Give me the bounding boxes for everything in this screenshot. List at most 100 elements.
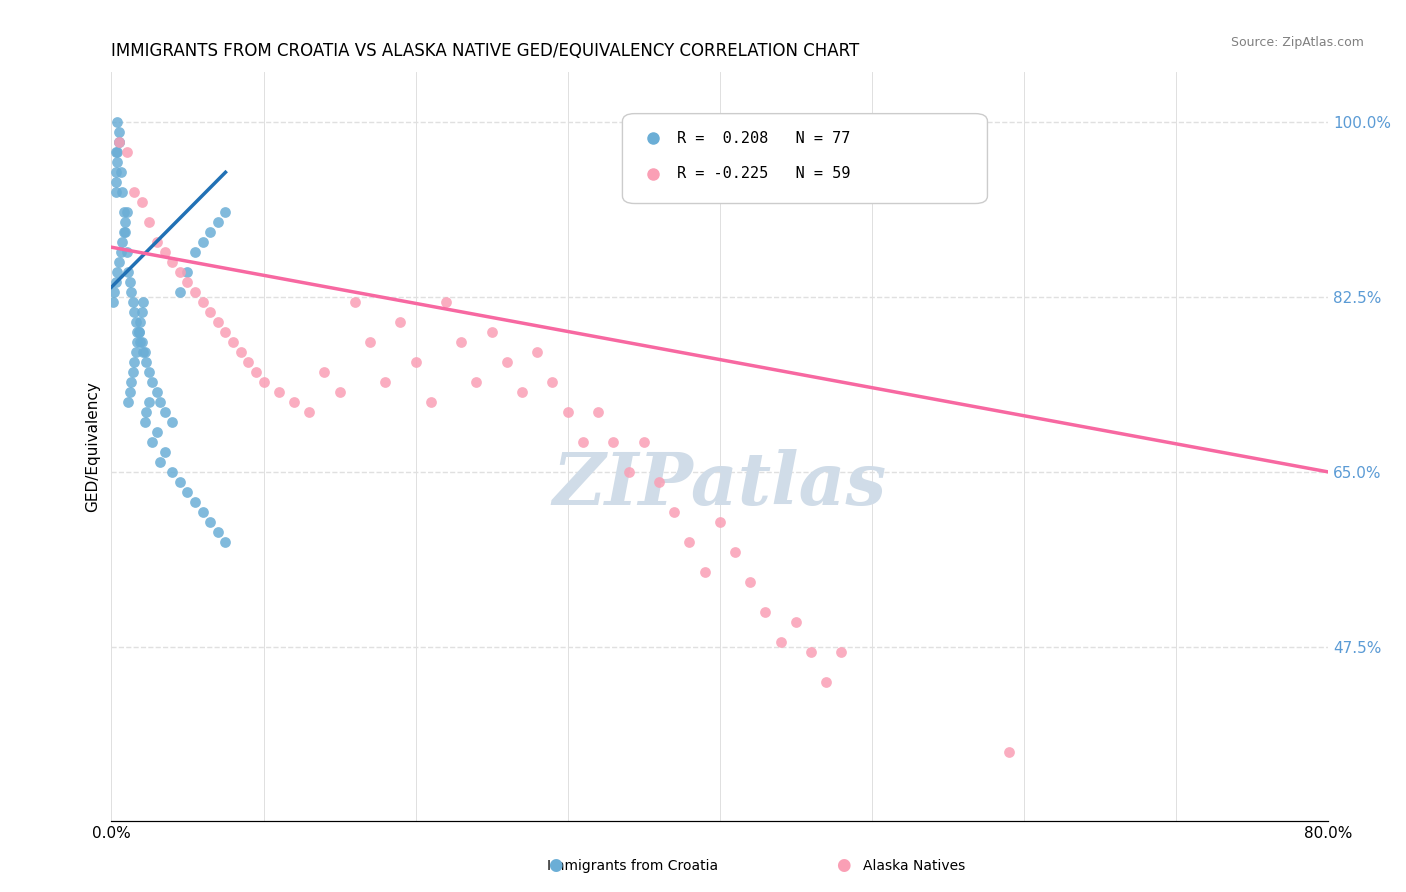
Point [132,295,155,310]
Point [617,465,640,479]
Point [214,205,236,219]
Point [245,365,267,379]
Point [135,405,157,419]
Point [207,315,229,329]
Point [108,136,131,150]
Point [149,455,172,469]
Point [176,265,198,279]
Point [785,615,807,629]
Point [146,235,169,250]
Point [107,115,129,129]
Point [662,505,685,519]
Point [138,365,160,379]
Point [200,225,222,239]
Point [138,395,160,409]
Point [120,285,142,300]
Point [724,545,747,559]
Text: R =  0.208   N = 77: R = 0.208 N = 77 [678,131,851,145]
Point [118,275,141,289]
Point [557,405,579,419]
Point [648,475,671,489]
Point [146,425,169,439]
Point [754,605,776,619]
Point [800,645,823,659]
Point [138,215,160,229]
Point [709,515,731,529]
Point [207,215,229,229]
Point [114,225,136,239]
Point [769,634,792,648]
Point [450,334,472,349]
Point [162,255,184,269]
Point [135,355,157,369]
Point [997,745,1019,759]
Point [121,365,143,379]
Point [586,405,609,419]
Point [104,165,127,179]
Point [238,355,260,369]
Point [115,145,138,160]
Text: ●: ● [548,855,562,873]
Point [283,395,305,409]
Point [740,574,762,589]
Point [214,534,236,549]
Point [117,395,139,409]
FancyBboxPatch shape [623,113,987,203]
Point [122,305,145,319]
Point [153,405,176,419]
Point [131,305,153,319]
Point [602,434,624,449]
Point [131,334,153,349]
Point [115,205,138,219]
Point [112,205,135,219]
Point [134,345,156,359]
Point [110,245,132,260]
Point [252,375,274,389]
Point [134,415,156,429]
Point [108,125,131,139]
Point [108,136,131,150]
Point [153,445,176,459]
Point [115,245,138,260]
Point [229,345,252,359]
Point [110,165,132,179]
Point [129,315,152,329]
Point [125,345,148,359]
Point [298,405,321,419]
Point [184,495,207,509]
Point [176,275,198,289]
Point [495,355,517,369]
Point [104,186,127,200]
Point [222,334,245,349]
Point [162,415,184,429]
Point [176,484,198,499]
Point [107,145,129,160]
Point [149,395,172,409]
Point [207,524,229,539]
Text: Immigrants from Croatia: Immigrants from Croatia [547,859,718,872]
Text: ●: ● [837,855,851,873]
Point [572,434,595,449]
Point [104,145,127,160]
Point [678,534,700,549]
Text: Alaska Natives: Alaska Natives [863,859,965,872]
Point [141,434,163,449]
Point [214,325,236,339]
Point [191,505,214,519]
Point [374,375,396,389]
Point [118,384,141,399]
Point [122,355,145,369]
Point [117,265,139,279]
Point [112,225,135,239]
Point [122,186,145,200]
Point [127,334,149,349]
Point [128,325,150,339]
Point [633,434,655,449]
Point [107,155,129,169]
Point [830,645,852,659]
Point [169,285,191,300]
Point [162,465,184,479]
Point [104,175,127,189]
Point [328,384,350,399]
Point [405,355,427,369]
